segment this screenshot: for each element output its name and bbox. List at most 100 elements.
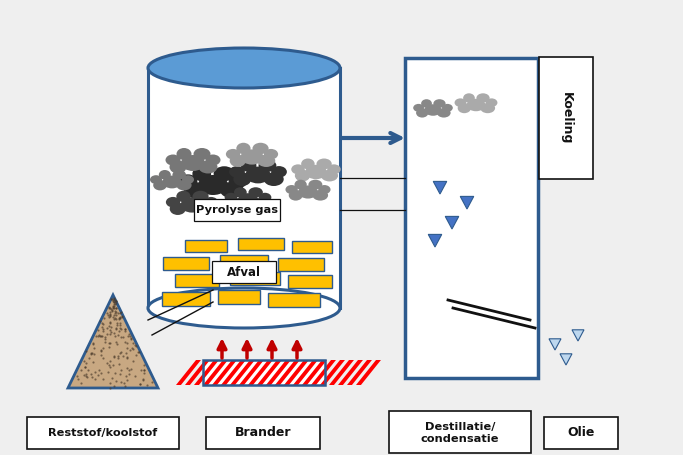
Ellipse shape: [463, 93, 475, 103]
Bar: [288, 275, 332, 288]
Ellipse shape: [416, 108, 428, 117]
Polygon shape: [302, 360, 327, 385]
Ellipse shape: [480, 103, 495, 113]
Polygon shape: [284, 360, 309, 385]
Ellipse shape: [249, 187, 263, 197]
Ellipse shape: [271, 166, 287, 177]
Polygon shape: [185, 360, 210, 385]
Ellipse shape: [169, 161, 186, 173]
Ellipse shape: [226, 149, 240, 159]
Text: Koeling: Koeling: [559, 92, 572, 144]
Ellipse shape: [413, 104, 424, 112]
Ellipse shape: [257, 155, 275, 167]
Polygon shape: [338, 360, 363, 385]
Ellipse shape: [176, 180, 192, 190]
Ellipse shape: [309, 180, 322, 190]
Ellipse shape: [264, 149, 278, 159]
Polygon shape: [203, 360, 228, 385]
Polygon shape: [433, 182, 447, 194]
Bar: [218, 290, 260, 304]
Polygon shape: [560, 354, 572, 365]
Bar: [203, 360, 325, 385]
Ellipse shape: [214, 166, 235, 181]
Ellipse shape: [458, 103, 471, 113]
Ellipse shape: [298, 186, 318, 198]
Ellipse shape: [229, 166, 245, 177]
Polygon shape: [239, 360, 264, 385]
Ellipse shape: [236, 143, 251, 154]
FancyBboxPatch shape: [389, 411, 531, 453]
Polygon shape: [311, 360, 336, 385]
Ellipse shape: [289, 190, 303, 201]
Polygon shape: [257, 360, 282, 385]
Ellipse shape: [176, 148, 191, 160]
Text: Destillatie/
condensatie: Destillatie/ condensatie: [421, 422, 499, 444]
Ellipse shape: [245, 167, 270, 183]
FancyBboxPatch shape: [194, 199, 280, 221]
Ellipse shape: [253, 198, 269, 209]
Ellipse shape: [234, 172, 251, 186]
Ellipse shape: [238, 193, 258, 207]
FancyBboxPatch shape: [212, 261, 276, 283]
Ellipse shape: [305, 165, 326, 179]
Ellipse shape: [159, 170, 171, 180]
Ellipse shape: [153, 180, 167, 190]
Ellipse shape: [240, 149, 264, 165]
Polygon shape: [428, 234, 442, 247]
Ellipse shape: [486, 98, 497, 107]
Polygon shape: [320, 360, 345, 385]
Ellipse shape: [206, 155, 221, 166]
Text: Afval: Afval: [227, 266, 261, 278]
Ellipse shape: [148, 48, 340, 88]
FancyBboxPatch shape: [27, 417, 179, 449]
Polygon shape: [212, 360, 237, 385]
Polygon shape: [549, 339, 561, 350]
Ellipse shape: [264, 172, 283, 186]
Text: Brander: Brander: [235, 426, 291, 440]
Ellipse shape: [179, 174, 197, 188]
Ellipse shape: [181, 155, 205, 171]
Ellipse shape: [172, 170, 186, 180]
Polygon shape: [572, 330, 584, 341]
FancyBboxPatch shape: [206, 417, 320, 449]
Polygon shape: [275, 360, 300, 385]
Ellipse shape: [424, 104, 442, 116]
Bar: [238, 238, 284, 250]
Ellipse shape: [197, 202, 215, 215]
Bar: [185, 240, 227, 252]
FancyBboxPatch shape: [544, 417, 618, 449]
Polygon shape: [230, 360, 255, 385]
Ellipse shape: [165, 155, 180, 166]
Bar: [278, 258, 324, 271]
Ellipse shape: [316, 158, 332, 169]
Ellipse shape: [229, 174, 247, 188]
Ellipse shape: [148, 288, 340, 328]
Polygon shape: [293, 360, 318, 385]
Text: Olie: Olie: [568, 426, 595, 440]
Ellipse shape: [291, 164, 305, 174]
Ellipse shape: [437, 108, 451, 117]
Ellipse shape: [182, 175, 194, 184]
Polygon shape: [347, 360, 372, 385]
Polygon shape: [68, 295, 158, 388]
Ellipse shape: [259, 193, 271, 202]
Polygon shape: [176, 360, 201, 385]
Polygon shape: [266, 360, 291, 385]
Ellipse shape: [234, 187, 247, 197]
Ellipse shape: [327, 164, 341, 174]
Ellipse shape: [176, 191, 191, 202]
Ellipse shape: [180, 197, 204, 212]
Bar: [220, 255, 268, 268]
Ellipse shape: [220, 182, 244, 198]
Bar: [148, 68, 340, 308]
Ellipse shape: [318, 185, 331, 194]
Ellipse shape: [166, 197, 180, 207]
Ellipse shape: [321, 170, 338, 182]
Bar: [175, 274, 219, 287]
Ellipse shape: [163, 176, 182, 188]
Polygon shape: [194, 360, 219, 385]
Ellipse shape: [285, 185, 298, 194]
Bar: [203, 360, 325, 385]
Polygon shape: [329, 360, 354, 385]
Ellipse shape: [253, 143, 268, 154]
